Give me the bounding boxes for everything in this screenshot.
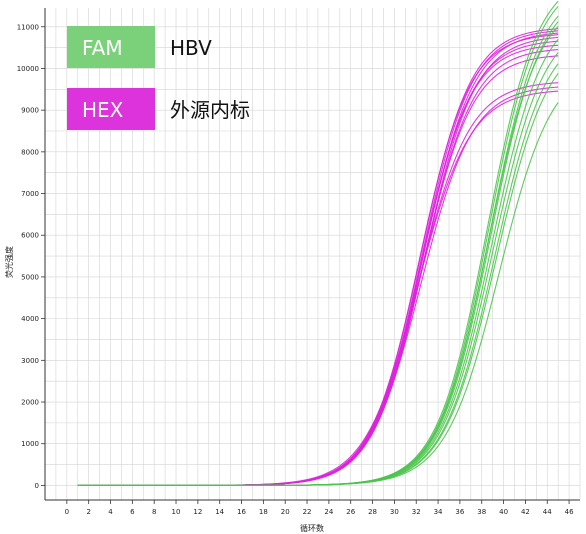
x-tick-label: 0 (65, 508, 69, 516)
y-tick-label: 4000 (21, 315, 39, 323)
x-tick-label: 30 (390, 508, 399, 516)
x-tick-label: 2 (86, 508, 90, 516)
x-tick-label: 20 (281, 508, 290, 516)
legend-fam-box-text: FAM (82, 36, 123, 60)
legend-hex-box-text: HEX (82, 98, 124, 122)
x-tick-label: 18 (259, 508, 268, 516)
legend: FAM HBV HEX 外源内标 (67, 26, 250, 130)
x-tick-label: 36 (455, 508, 464, 516)
x-tick-label: 10 (172, 508, 181, 516)
legend-hex-box (67, 88, 155, 130)
y-tick-label: 9000 (21, 107, 39, 115)
legend-fam-label: HBV (170, 36, 212, 60)
plot-area-background (45, 8, 580, 500)
y-tick-label: 8000 (21, 148, 39, 156)
x-tick-label: 24 (324, 508, 333, 516)
x-tick-label: 12 (193, 508, 202, 516)
y-tick-label: 11000 (17, 23, 39, 31)
curves-group (77, 0, 559, 486)
legend-fam-box (67, 26, 155, 68)
x-tick-label: 16 (237, 508, 246, 516)
x-tick-label: 46 (565, 508, 574, 516)
x-ticks: 0 2 4 6 8 10 12 14 16 18 20 22 24 26 28 30 32 34 36 38 40 42 4… (65, 500, 574, 516)
x-tick-label: 44 (543, 508, 552, 516)
y-tick-label: 10000 (17, 65, 39, 73)
x-tick-label: 38 (477, 508, 486, 516)
y-axis-title: 荧光强度 (4, 246, 14, 278)
x-tick-label: 28 (368, 508, 377, 516)
x-tick-label: 8 (152, 508, 156, 516)
y-tick-label: 2000 (21, 399, 39, 407)
x-tick-label: 26 (346, 508, 355, 516)
y-tick-label: 1000 (21, 440, 39, 448)
curve-fam-22 (77, 102, 559, 486)
y-ticks: 0 1000 2000 3000 4000 5000 6000 7000 8000 9000 100… (17, 23, 45, 490)
x-axis-title: 循环数 (300, 523, 324, 533)
y-tick-label: 3000 (21, 357, 39, 365)
axes (44, 8, 580, 501)
legend-hex-label: 外源内标 (170, 98, 250, 122)
x-tick-label: 6 (130, 508, 135, 516)
x-tick-label: 40 (499, 508, 508, 516)
y-tick-label: 7000 (21, 190, 39, 198)
x-tick-label: 32 (412, 508, 421, 516)
x-tick-label: 14 (215, 508, 224, 516)
x-tick-label: 4 (108, 508, 113, 516)
x-tick-label: 42 (521, 508, 530, 516)
y-tick-label: 0 (35, 482, 39, 490)
y-tick-label: 5000 (21, 273, 39, 281)
y-tick-label: 6000 (21, 232, 39, 240)
x-tick-label: 22 (303, 508, 312, 516)
x-tick-label: 34 (434, 508, 443, 516)
